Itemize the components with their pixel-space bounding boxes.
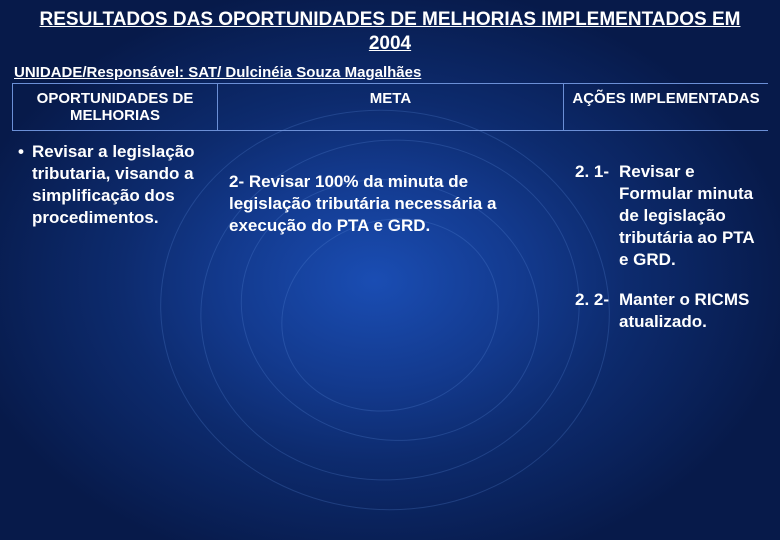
cell-opportunity: • Revisar a legislação tributaria, visan… xyxy=(12,131,217,362)
action-item: 2. 2- Manter o RICMS atualizado. xyxy=(575,289,758,333)
content-table: OPORTUNIDADES DE MELHORIAS META AÇÕES IM… xyxy=(12,83,768,362)
action-text: Manter o RICMS atualizado. xyxy=(619,289,758,333)
meta-text: 2- Revisar 100% da minuta de legislação … xyxy=(229,171,553,237)
cell-meta: 2- Revisar 100% da minuta de legislação … xyxy=(217,131,563,362)
action-text: Revisar e Formular minuta de legislação … xyxy=(619,161,758,271)
unit-line: UNIDADE/Responsável: SAT/ Dulcinéia Souz… xyxy=(12,64,768,81)
bullet-icon: • xyxy=(18,141,32,229)
header-actions: AÇÕES IMPLEMENTADAS xyxy=(563,83,768,131)
header-opportunities: OPORTUNIDADES DE MELHORIAS xyxy=(12,83,217,131)
opportunity-text: Revisar a legislação tributaria, visando… xyxy=(32,141,207,229)
action-item: 2. 1- Revisar e Formular minuta de legis… xyxy=(575,161,758,271)
action-number: 2. 1- xyxy=(575,161,619,271)
slide-title: RESULTADOS DAS OPORTUNIDADES DE MELHORIA… xyxy=(12,6,768,58)
cell-actions: 2. 1- Revisar e Formular minuta de legis… xyxy=(563,131,768,362)
header-meta: META xyxy=(217,83,563,131)
action-number: 2. 2- xyxy=(575,289,619,333)
slide: RESULTADOS DAS OPORTUNIDADES DE MELHORIA… xyxy=(0,0,780,540)
